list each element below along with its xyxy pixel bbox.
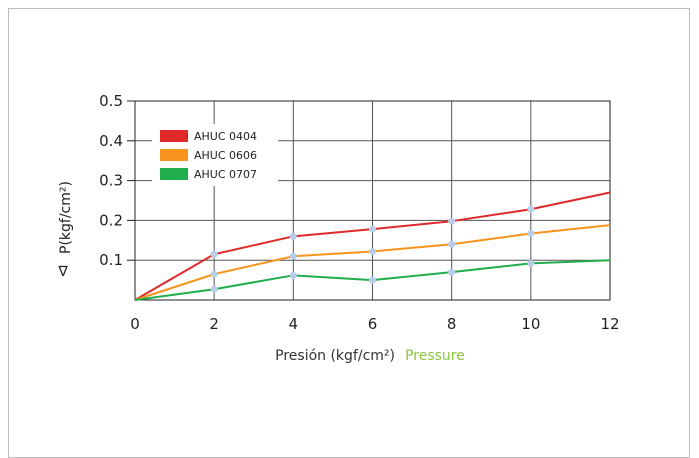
x-tick-label: 10 [521,315,540,333]
data-point [210,285,218,293]
y-tick-label: 0.4 [99,132,123,150]
x-tick-label: 0 [130,315,140,333]
data-point [289,252,297,260]
data-point [448,217,456,225]
x-tick-label: 2 [209,315,219,333]
data-point [527,230,535,238]
data-point [448,268,456,276]
x-tick-label: 6 [368,315,378,333]
y-tick-label: 0.2 [99,211,123,229]
y-axis-ticks: 0.1 0.2 0.3 0.4 0.5 [99,92,135,269]
chart-frame [8,8,690,458]
legend-label: AHUC 0404 [194,130,257,143]
data-point [527,259,535,267]
legend-label: AHUC 0707 [194,168,257,181]
legend: AHUC 0404 AHUC 0606 AHUC 0707 [152,124,278,186]
legend-swatch [160,149,188,161]
x-tick-label: 12 [600,315,619,333]
y-tick-label: 0.5 [99,92,123,110]
x-tick-label: 4 [289,315,299,333]
y-axis-label-prefix: ∇ [57,264,68,280]
data-point [448,240,456,248]
y-axis-label-group: P(kgf/cm²) [58,181,74,254]
data-point [210,270,218,278]
data-point [210,250,218,258]
y-axis-label: P(kgf/cm²) [58,181,74,254]
x-axis-label-secondary: Pressure [405,348,465,364]
plot-area [134,100,611,301]
x-axis-label-primary: Presión (kgf/cm²) [275,348,395,364]
data-point [369,247,376,255]
series-markers [210,205,535,293]
data-point [369,276,376,284]
x-axis-ticks: 0 2 4 6 8 10 12 [130,315,619,333]
legend-swatch [160,168,188,180]
y-tick-label: 0.3 [99,172,123,190]
y-tick-label: 0.1 [99,251,123,269]
x-axis-label: Presión (kgf/cm²) Pressure [275,345,465,364]
x-tick-label: 8 [447,315,457,333]
legend-label: AHUC 0606 [194,149,257,162]
data-point [289,232,297,240]
data-point [369,225,376,233]
legend-swatch [160,130,188,142]
data-point [289,271,297,279]
data-point [527,205,535,213]
